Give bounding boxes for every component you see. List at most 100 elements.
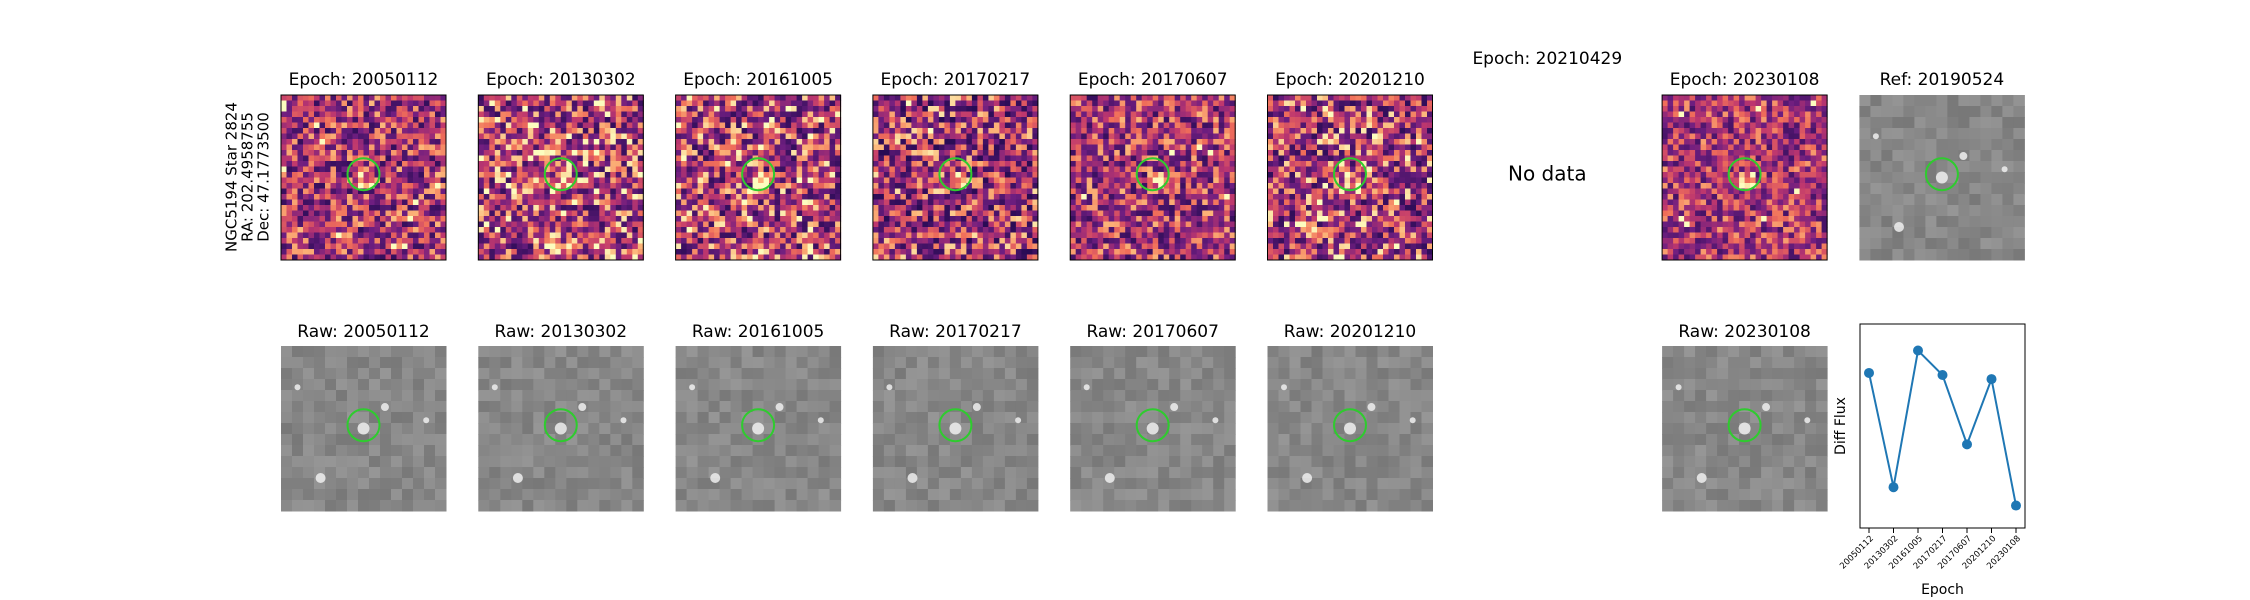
frame — [1069, 94, 1236, 261]
pixel — [1196, 227, 1203, 233]
pixel — [916, 150, 923, 156]
pixel — [533, 117, 540, 123]
pixel — [522, 95, 529, 101]
pixel — [1361, 111, 1367, 118]
pixel — [1410, 166, 1417, 173]
pixel — [714, 155, 721, 162]
pixel — [894, 117, 901, 123]
pixel — [1273, 111, 1279, 118]
pixel — [281, 254, 287, 261]
pixel — [621, 100, 628, 107]
pixel — [785, 243, 792, 250]
pixel — [1097, 238, 1104, 244]
pixel — [489, 128, 496, 134]
pixel — [1108, 216, 1115, 222]
pixel — [538, 238, 545, 244]
side-label-line: RA: 202.4958755 — [239, 112, 257, 242]
pixel — [1147, 172, 1154, 178]
pixel — [527, 111, 534, 118]
pixel — [730, 150, 737, 156]
pixel — [1372, 172, 1378, 178]
pixel — [1086, 216, 1093, 222]
pixel — [1229, 144, 1236, 151]
pixel — [703, 249, 710, 255]
pixel — [1213, 199, 1220, 206]
pixel — [741, 232, 748, 239]
pixel — [971, 144, 978, 151]
pixel — [429, 150, 436, 156]
pixel — [599, 227, 606, 233]
pixel — [1191, 117, 1198, 123]
pixel — [1300, 172, 1307, 178]
pixel — [703, 227, 710, 233]
pixel — [336, 144, 342, 151]
pixel — [615, 139, 622, 145]
pixel — [516, 144, 523, 151]
pixel — [330, 194, 337, 200]
pixel — [1097, 122, 1104, 129]
pixel — [303, 133, 309, 140]
pixel — [615, 243, 622, 250]
pixel — [424, 139, 430, 145]
pixel — [621, 243, 628, 250]
pixel — [632, 150, 639, 156]
pixel — [736, 177, 743, 184]
pixel — [303, 205, 309, 211]
pixel — [960, 144, 967, 151]
pixel — [1196, 188, 1203, 195]
pixel — [1010, 144, 1017, 151]
pixel — [747, 183, 754, 189]
pixel — [824, 150, 831, 156]
pixel — [1163, 106, 1170, 112]
pixel — [791, 100, 798, 107]
pixel — [883, 106, 890, 112]
pixel — [424, 100, 430, 107]
pixel — [681, 249, 688, 255]
pixel — [747, 177, 754, 184]
pixel — [692, 249, 699, 255]
pixel — [358, 139, 364, 145]
pixel — [1015, 221, 1022, 228]
pixel — [1322, 155, 1329, 162]
pixel — [922, 254, 929, 261]
pixel — [407, 249, 414, 255]
pixel — [511, 100, 518, 107]
pixel — [802, 238, 809, 244]
pixel — [1267, 150, 1274, 156]
pixel — [681, 166, 688, 173]
pixel — [1267, 166, 1274, 173]
pixel — [374, 128, 381, 134]
pixel — [292, 172, 298, 178]
pixel — [1317, 166, 1323, 173]
pixel — [944, 155, 951, 162]
pixel — [1092, 210, 1099, 217]
pixel — [878, 122, 885, 129]
pixel — [341, 232, 348, 239]
pixel — [725, 155, 732, 162]
pixel — [297, 188, 304, 195]
pixel — [483, 227, 490, 233]
pixel — [604, 238, 611, 244]
pixel — [938, 232, 945, 239]
pixel — [478, 254, 485, 261]
pixel — [286, 205, 293, 211]
pixel — [675, 139, 682, 145]
pixel — [407, 139, 414, 145]
pixel — [949, 133, 956, 140]
pixel — [527, 122, 534, 129]
pixel — [500, 150, 507, 156]
pixel — [1333, 155, 1340, 162]
pixel — [697, 106, 704, 112]
pixel — [1130, 139, 1137, 145]
pixel — [396, 188, 403, 195]
pixel — [1410, 122, 1417, 129]
pixel — [1207, 199, 1214, 206]
pixel — [489, 161, 496, 167]
pixel — [835, 161, 842, 167]
pixel — [725, 128, 732, 134]
pixel — [725, 232, 732, 239]
pixel — [1130, 100, 1137, 107]
pixel — [1125, 133, 1132, 140]
pixel — [1416, 166, 1422, 173]
pixel — [478, 95, 485, 101]
